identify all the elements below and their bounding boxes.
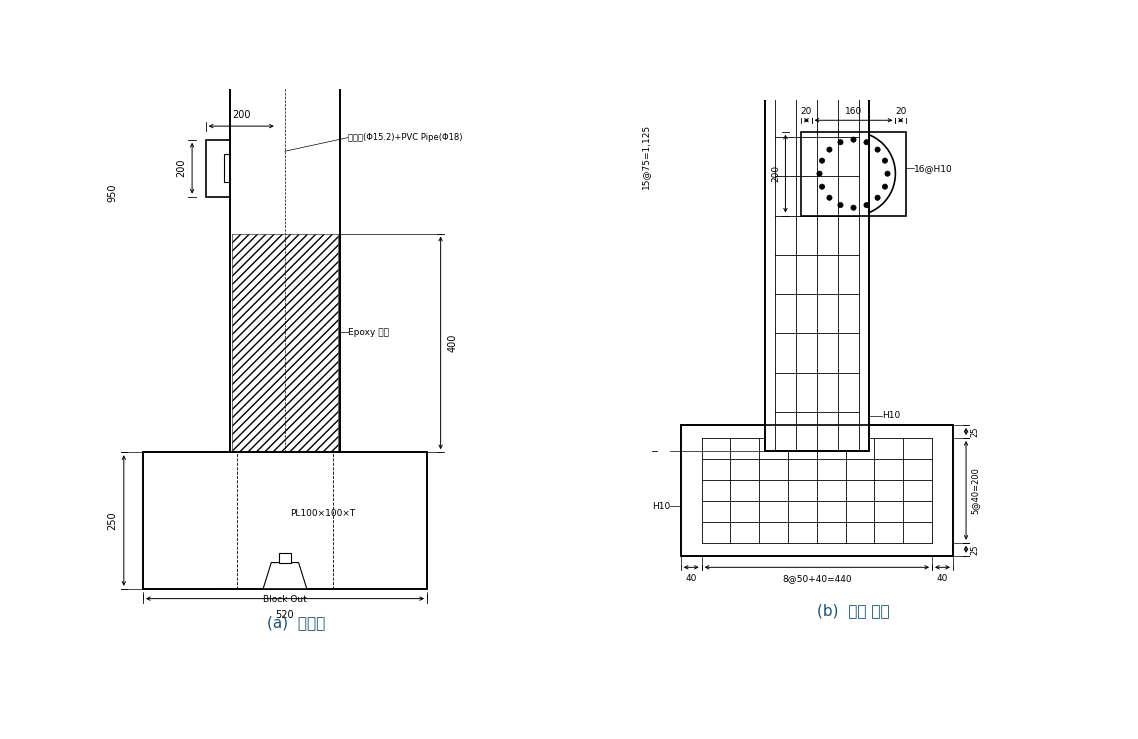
Text: 40: 40 [685,574,696,583]
Bar [765,0,869,451]
Circle shape [875,147,880,152]
Text: (a)  일반도: (a) 일반도 [266,615,325,630]
Circle shape [882,158,888,163]
Bar [143,452,427,589]
Text: 25: 25 [971,426,980,437]
Text: (b)  철근 상세: (b) 철근 상세 [817,604,890,619]
Text: Epoxy 도포: Epoxy 도포 [348,327,389,336]
Circle shape [819,184,825,189]
Circle shape [864,140,869,145]
Bar [681,425,953,556]
Text: 5@40=200: 5@40=200 [971,467,980,514]
Text: 16@H10: 16@H10 [914,164,953,173]
Text: 40: 40 [937,574,948,583]
Text: Block Out: Block Out [263,596,307,605]
Bar [801,132,906,216]
Circle shape [819,158,825,163]
Text: 400: 400 [447,334,457,353]
Text: 200: 200 [176,159,187,177]
Circle shape [838,140,843,145]
Circle shape [851,205,856,211]
Circle shape [827,195,832,200]
Circle shape [875,195,880,200]
Text: PL100×100×T: PL100×100×T [290,509,356,518]
Circle shape [838,202,843,208]
Text: H10: H10 [652,502,670,511]
Text: 20: 20 [894,107,906,116]
Bar [232,234,338,452]
Bar [206,140,277,197]
Text: 8@50+40=440: 8@50+40=440 [782,574,851,583]
Text: 25: 25 [971,544,980,554]
Circle shape [851,137,856,142]
Circle shape [817,171,822,177]
Text: 160: 160 [844,107,863,116]
Text: 강연선(Φ15.2)+PVC Pipe(Φ18): 강연선(Φ15.2)+PVC Pipe(Φ18) [348,133,462,142]
Text: H10: H10 [882,412,900,420]
Bar [143,452,427,589]
Circle shape [885,171,890,177]
Text: 20: 20 [801,107,813,116]
Text: 200: 200 [772,165,781,183]
Text: 15@75=1,125: 15@75=1,125 [641,124,650,189]
Bar [279,553,291,562]
Bar [765,0,869,451]
Text: 200: 200 [232,109,250,120]
Circle shape [882,184,888,189]
Bar [223,154,259,183]
Text: 950: 950 [107,183,117,202]
Bar [230,0,339,452]
Circle shape [827,147,832,152]
Circle shape [864,202,869,208]
Bar [681,425,953,556]
Polygon shape [263,562,307,589]
Text: 250: 250 [107,511,117,530]
Text: 520: 520 [275,610,295,619]
Bar [230,0,339,452]
